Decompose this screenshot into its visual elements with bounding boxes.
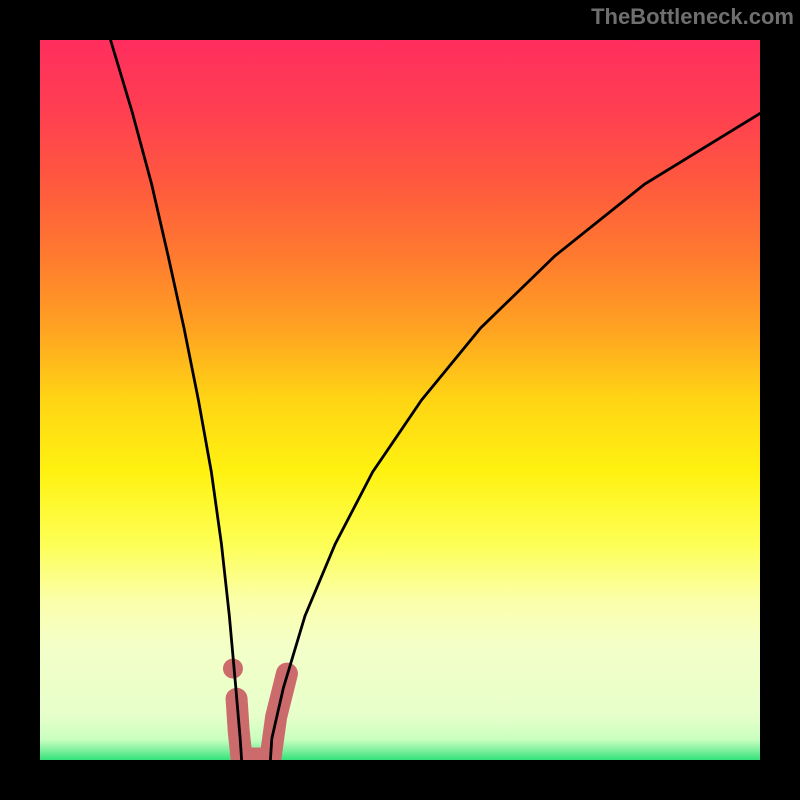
heat-gradient bbox=[40, 40, 760, 760]
chart-svg bbox=[0, 0, 800, 800]
watermark-text: TheBottleneck.com bbox=[591, 4, 794, 30]
